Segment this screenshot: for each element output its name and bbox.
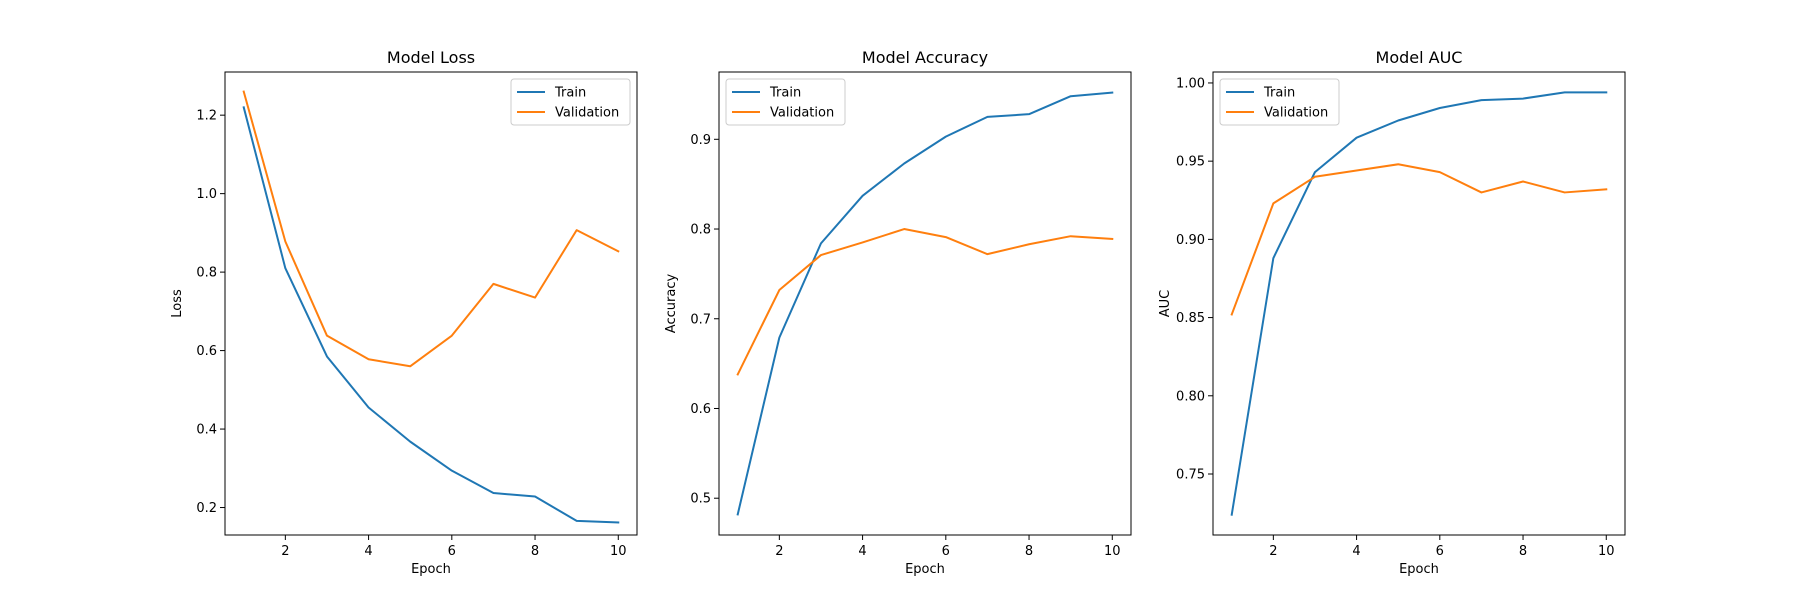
y-tick-label: 0.2 <box>196 501 217 516</box>
legend: Train Validation <box>725 78 846 126</box>
y-axis-label: Accuracy <box>664 274 679 334</box>
y-tick-label: 0.7 <box>690 312 711 327</box>
y-tick-label: 0.75 <box>1176 467 1205 482</box>
axes-frame <box>224 71 638 536</box>
series-line-validation <box>1230 163 1608 316</box>
axes-frame <box>1212 71 1626 536</box>
y-tick-label: 0.80 <box>1176 389 1205 404</box>
series-line-validation <box>736 228 1114 376</box>
series-line-train <box>242 106 620 524</box>
y-tick-label: 1.2 <box>196 109 217 124</box>
y-tick-label: 0.5 <box>690 492 711 507</box>
chart-panel-1: Model Loss 2 4 6 8 10 0.2 0.4 0.6 0.8 1.0 1.2 Epoch L… <box>170 48 638 577</box>
legend-box <box>725 78 846 126</box>
x-axis-label: Epoch <box>905 562 945 577</box>
chart-title: Model Accuracy <box>862 48 988 67</box>
y-tick-label: 0.9 <box>690 133 711 148</box>
legend-label: Validation <box>770 106 834 121</box>
x-tick-label: 10 <box>1104 544 1121 559</box>
legend-label: Validation <box>1264 106 1328 121</box>
series-line-train <box>1230 91 1608 516</box>
legend-box <box>1219 78 1340 126</box>
y-tick-label: 1.00 <box>1176 76 1205 91</box>
x-tick-label: 4 <box>1352 544 1360 559</box>
y-tick-label: 0.90 <box>1176 233 1205 248</box>
y-tick-label: 0.4 <box>196 423 217 438</box>
chart-title: Model AUC <box>1376 48 1463 67</box>
series-line-train <box>736 91 1114 516</box>
x-tick-label: 6 <box>1436 544 1444 559</box>
axes-frame <box>718 71 1132 536</box>
x-tick-label: 2 <box>1269 544 1277 559</box>
y-axis-label: AUC <box>1158 290 1173 318</box>
x-tick-label: 6 <box>448 544 456 559</box>
x-tick-label: 8 <box>531 544 539 559</box>
y-tick-label: 0.8 <box>196 266 217 281</box>
legend-label: Validation <box>555 106 619 121</box>
x-tick-label: 4 <box>364 544 372 559</box>
series-line-validation <box>242 90 620 368</box>
y-tick-label: 0.85 <box>1176 311 1205 326</box>
legend-box <box>510 78 631 126</box>
x-tick-label: 10 <box>1598 544 1615 559</box>
chart-title: Model Loss <box>387 48 475 67</box>
x-tick-label: 10 <box>610 544 627 559</box>
x-tick-label: 4 <box>858 544 866 559</box>
y-axis-label: Loss <box>170 289 185 318</box>
x-tick-label: 2 <box>281 544 289 559</box>
legend-label: Train <box>554 86 586 101</box>
x-tick-label: 8 <box>1025 544 1033 559</box>
chart-panel-3: Model AUC 2 4 6 8 10 0.75 0.80 0.85 0.90 0.95 1.00 E… <box>1158 48 1626 577</box>
x-tick-label: 2 <box>775 544 783 559</box>
chart-panel-2: Model Accuracy 2 4 6 8 10 0.5 0.6 0.7 0.8 0.9 Epoch… <box>664 48 1132 577</box>
legend-label: Train <box>769 86 801 101</box>
y-tick-label: 0.6 <box>690 402 711 417</box>
x-axis-label: Epoch <box>1399 562 1439 577</box>
x-axis-label: Epoch <box>411 562 451 577</box>
legend: Train Validation <box>1219 78 1340 126</box>
y-tick-label: 0.95 <box>1176 155 1205 170</box>
legend-label: Train <box>1263 86 1295 101</box>
y-tick-label: 0.6 <box>196 344 217 359</box>
x-tick-label: 6 <box>942 544 950 559</box>
x-tick-label: 8 <box>1519 544 1527 559</box>
legend: Train Validation <box>510 78 631 126</box>
y-tick-label: 0.8 <box>690 223 711 238</box>
y-tick-label: 1.0 <box>196 187 217 202</box>
